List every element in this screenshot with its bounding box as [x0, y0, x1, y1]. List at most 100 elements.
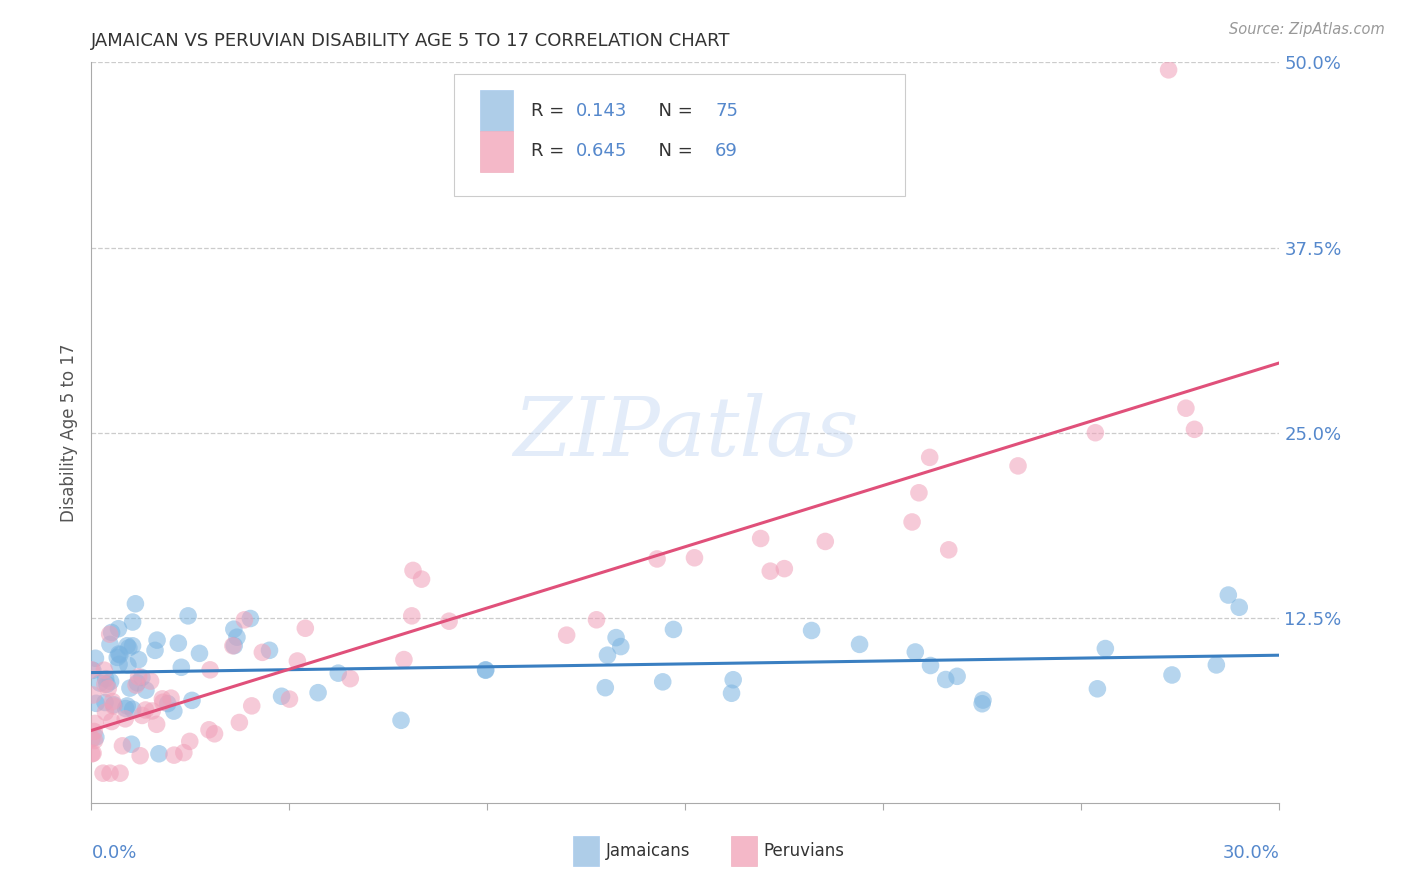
Point: [901, 515, 924, 529]
FancyBboxPatch shape: [479, 131, 513, 171]
Point: [127, 676, 149, 690]
Point: [1174, 401, 1197, 416]
Point: [163, 748, 186, 763]
Text: Source: ZipAtlas.com: Source: ZipAtlas.com: [1229, 22, 1385, 37]
Point: [111, 739, 134, 753]
Point: [1087, 681, 1109, 696]
Point: [94, 672, 117, 686]
Point: [605, 631, 627, 645]
Point: [239, 611, 262, 625]
Point: [411, 572, 433, 586]
Point: [1218, 588, 1240, 602]
Point: [141, 704, 163, 718]
Point: [80, 731, 103, 746]
Point: [82, 688, 104, 702]
Point: [278, 692, 301, 706]
Point: [150, 691, 173, 706]
Point: [651, 674, 673, 689]
Point: [84, 696, 107, 710]
Point: [339, 672, 361, 686]
Point: [474, 663, 496, 677]
Point: [222, 639, 245, 653]
Point: [118, 681, 141, 695]
Point: [128, 670, 150, 684]
Point: [392, 652, 415, 666]
Point: [167, 636, 190, 650]
Point: [848, 637, 870, 651]
Point: [97, 681, 120, 696]
Point: [143, 643, 166, 657]
Point: [170, 660, 193, 674]
Point: [145, 717, 167, 731]
FancyBboxPatch shape: [572, 836, 599, 866]
Point: [117, 658, 139, 673]
Text: ZIPatlas: ZIPatlas: [513, 392, 858, 473]
Point: [307, 686, 329, 700]
Point: [610, 640, 633, 654]
FancyBboxPatch shape: [731, 836, 756, 866]
Point: [84, 730, 107, 744]
Point: [233, 613, 256, 627]
Point: [108, 648, 131, 662]
Point: [596, 648, 619, 663]
Text: 69: 69: [716, 143, 738, 161]
Point: [94, 705, 117, 719]
Text: R =: R =: [531, 143, 569, 161]
Point: [181, 693, 204, 707]
Point: [1184, 422, 1206, 436]
Point: [108, 647, 131, 661]
Point: [252, 645, 274, 659]
Point: [100, 625, 122, 640]
Point: [152, 695, 174, 709]
Point: [89, 676, 111, 690]
Point: [179, 734, 201, 748]
Point: [93, 663, 115, 677]
Point: [287, 654, 309, 668]
Point: [121, 615, 143, 629]
Point: [946, 669, 969, 683]
Point: [148, 747, 170, 761]
Text: JAMAICAN VS PERUVIAN DISABILITY AGE 5 TO 17 CORRELATION CHART: JAMAICAN VS PERUVIAN DISABILITY AGE 5 TO…: [91, 32, 731, 50]
Point: [114, 712, 136, 726]
Point: [163, 704, 186, 718]
Point: [98, 766, 121, 780]
Point: [935, 673, 957, 687]
FancyBboxPatch shape: [479, 90, 513, 131]
Point: [84, 651, 107, 665]
Text: 0.0%: 0.0%: [91, 844, 136, 862]
Point: [121, 639, 143, 653]
Point: [80, 747, 103, 761]
Point: [1094, 641, 1116, 656]
Text: 75: 75: [716, 102, 738, 120]
Text: 30.0%: 30.0%: [1223, 844, 1279, 862]
Point: [139, 674, 162, 689]
Point: [121, 737, 143, 751]
Point: [585, 613, 607, 627]
Text: 0.645: 0.645: [576, 143, 627, 161]
Point: [972, 697, 994, 711]
Point: [1157, 62, 1180, 77]
Point: [294, 621, 316, 635]
Point: [114, 701, 136, 715]
Point: [160, 691, 183, 706]
Point: [100, 674, 122, 689]
Point: [920, 658, 942, 673]
Point: [1227, 600, 1250, 615]
Text: 0.143: 0.143: [576, 102, 627, 120]
Point: [96, 677, 118, 691]
Text: N =: N =: [647, 143, 699, 161]
Point: [108, 657, 131, 672]
Text: Jamaicans: Jamaicans: [606, 842, 690, 860]
Point: [94, 677, 117, 691]
Point: [84, 716, 107, 731]
Point: [125, 678, 148, 692]
Point: [98, 627, 121, 641]
Point: [82, 746, 104, 760]
Point: [683, 550, 706, 565]
Point: [908, 485, 931, 500]
Point: [124, 597, 146, 611]
Text: Peruvians: Peruvians: [763, 842, 845, 860]
Point: [595, 681, 617, 695]
Point: [83, 724, 105, 739]
Point: [938, 542, 960, 557]
